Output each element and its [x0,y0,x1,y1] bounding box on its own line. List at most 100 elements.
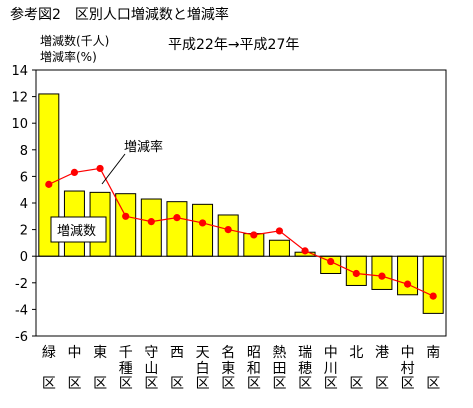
x-category-char: 区 [247,376,261,392]
x-category-char: 千 [119,345,133,361]
y-tick-label: -2 [15,277,28,292]
x-category-char: 名 [221,345,235,361]
y-tick-label: -4 [15,303,28,318]
x-category-label: 北区 [349,345,363,392]
x-category-label: 熱田区 [272,345,286,392]
x-category-char: 白 [196,361,210,377]
x-category-char: 山 [144,361,158,377]
x-category-label: 港区 [375,345,389,392]
rate-label-callout: 増減率 [101,139,163,185]
x-category-char: 種 [119,361,133,377]
x-category-char: 村 [401,361,415,377]
count-label-callout: 増減数 [50,216,107,243]
rate-point [147,218,155,226]
x-category-char: 南 [426,345,440,361]
bar [268,239,290,257]
x-category-char: 緑 [42,345,56,361]
bar [397,255,419,296]
count-series-label: 増減数 [57,223,96,239]
x-category-char: 区 [426,376,440,392]
bar [217,214,239,257]
rate-point [45,180,53,188]
x-category-char: 東 [93,345,107,361]
x-category-char: 中 [67,345,81,361]
rate-series-label: 増減率 [124,139,163,155]
rate-series [45,164,437,300]
x-category-char: 区 [170,376,184,392]
x-category-char: 北 [349,345,363,361]
rate-point [275,227,284,235]
x-category-label: 南区 [426,345,440,392]
x-category-char: 区 [119,376,133,392]
x-category-label: 西区 [170,345,184,392]
y-tick-label: 4 [20,197,28,212]
rate-point [378,272,386,280]
x-category-char: 区 [42,376,56,392]
y-tick-label: 14 [11,64,28,79]
bar [140,198,162,257]
x-category-char: 西 [170,345,184,361]
rate-point [198,219,207,227]
x-category-char: 港 [375,345,389,361]
x-category-char: 区 [221,376,235,392]
rate-point [301,247,309,255]
rate-point [250,231,258,239]
x-category-char: 田 [272,361,286,377]
x-category-char: 区 [144,376,158,392]
x-category-label: 守山区 [144,345,158,392]
y-axis-label-count: 増減数(千人) [40,33,109,48]
rate-line [48,167,434,297]
bar [422,255,444,314]
rate-point [70,168,79,177]
y-axis: 14 12 10 8 6 4 2 0 -2 -4 -6 [11,64,36,345]
y-tick-label: 0 [20,250,28,265]
x-category-label: 緑区 [42,345,56,392]
x-category-label: 千種区 [119,345,133,392]
bar [192,203,214,257]
x-category-label: 名東区 [221,345,235,392]
x-category-char: 昭 [247,345,261,361]
y-tick-label: 6 [20,170,28,185]
figure-title: 参考図2 区別人口増減数と増減率 [10,6,229,23]
x-category-label: 瑞穂区 [298,345,312,392]
x-category-label: 天白区 [196,345,210,392]
x-category-char: 区 [93,376,107,392]
x-category-char: 東 [221,361,235,377]
x-category-char: 区 [196,376,210,392]
y-tick-label: 12 [11,91,28,106]
x-category-char: 中 [324,345,338,361]
x-category-label: 中川区 [324,345,338,392]
x-category-label: 中区 [67,345,81,392]
x-category-label: 東区 [93,345,107,392]
x-category-char: 和 [247,361,261,377]
x-category-char: 区 [272,376,286,392]
rate-point [352,269,360,278]
rate-point [403,280,412,288]
x-category-char: 区 [401,376,415,392]
x-category-char: 区 [324,376,338,392]
x-category-char: 区 [67,376,81,392]
x-axis: 緑区中区東区千種区守山区西区天白区名東区昭和区熱田区瑞穂区中川区北区港区中村区南… [42,345,440,392]
rate-point [173,214,181,222]
x-category-char: 熱 [272,345,286,361]
x-category-char: 瑞 [298,345,312,361]
x-category-char: 穂 [298,361,312,377]
x-category-label: 中村区 [401,345,415,392]
x-category-char: 天 [196,345,210,361]
rate-point [429,292,437,300]
period-label: 平成22年→平成27年 [168,37,299,53]
y-tick-label: 10 [11,117,28,132]
x-category-char: 区 [375,376,389,392]
y-tick-label: 2 [20,224,28,239]
y-axis-label-rate: 増減率(%) [40,49,97,64]
rate-point [327,257,335,266]
x-category-char: 区 [298,376,312,392]
y-tick-label: -6 [15,330,28,345]
x-category-char: 中 [401,345,415,361]
bar [166,201,188,257]
x-category-char: 守 [144,345,158,361]
rate-point [224,226,232,234]
x-category-char: 区 [349,376,363,392]
x-category-label: 昭和区 [247,345,261,392]
